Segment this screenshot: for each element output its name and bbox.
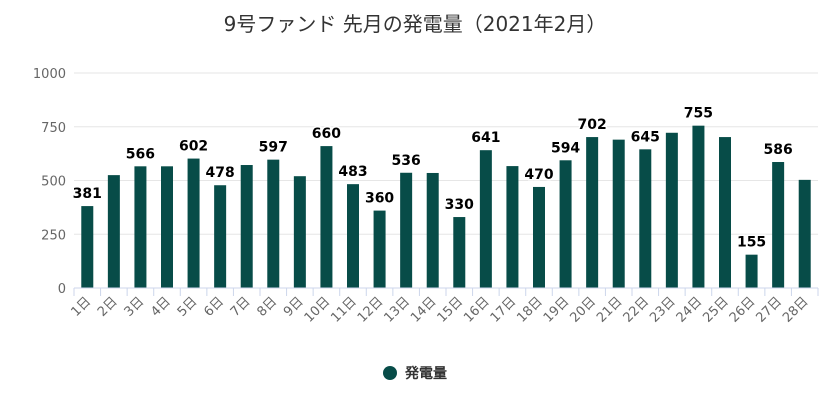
x-tick-label: 26日 — [727, 294, 758, 325]
bar — [240, 165, 253, 288]
data-label: 381 — [73, 186, 102, 202]
x-tick-label: 1日 — [68, 294, 94, 320]
x-tick-label: 4日 — [148, 294, 174, 320]
bar — [81, 206, 94, 288]
x-tick-label: 28日 — [780, 294, 811, 325]
data-label: 478 — [206, 165, 235, 181]
data-label: 536 — [392, 153, 421, 169]
bar — [559, 160, 572, 288]
x-tick-label: 23日 — [647, 294, 678, 325]
bar — [745, 254, 758, 288]
bar — [798, 179, 811, 288]
bar — [719, 137, 731, 288]
x-tick-label: 6日 — [201, 294, 227, 320]
x-tick-label: 5日 — [175, 294, 201, 320]
x-tick-label: 22日 — [621, 294, 652, 325]
data-label: 594 — [551, 140, 580, 156]
chart-title: 9号ファンド 先月の発電量（2021年2月） — [223, 12, 607, 36]
x-tick-label: 11日 — [328, 294, 359, 325]
x-tick-label: 21日 — [594, 294, 625, 325]
x-axis-labels: 1日 2日 3日 4日 5日 6日 7日 8日 9日10日11日12日13日14日15日16日1… — [68, 294, 811, 325]
data-label: 597 — [259, 140, 288, 156]
x-tick-label: 17日 — [488, 294, 519, 325]
bar — [214, 185, 227, 288]
x-tick-label: 2日 — [95, 294, 121, 320]
x-tick-label: 19日 — [541, 294, 572, 325]
bar — [426, 172, 439, 288]
y-tick-label: 500 — [41, 175, 66, 190]
data-label: 660 — [312, 126, 341, 142]
data-label: 586 — [764, 142, 793, 158]
y-axis-labels: 0 250 500 750 1000 — [33, 67, 66, 297]
x-tick-label: 20日 — [567, 294, 598, 325]
data-label: 360 — [365, 191, 394, 207]
data-label: 470 — [524, 167, 553, 183]
bar — [453, 217, 466, 288]
x-tick-label: 10日 — [302, 294, 333, 325]
bar — [134, 166, 147, 288]
x-tick-label: 8日 — [254, 294, 280, 320]
x-tick-label: 12日 — [355, 294, 386, 325]
x-tick-label: 13日 — [381, 294, 412, 325]
bar — [612, 139, 625, 288]
bar — [161, 166, 173, 288]
data-label: 566 — [126, 146, 155, 162]
bars — [81, 125, 811, 288]
bar — [267, 159, 280, 288]
bar — [320, 146, 333, 288]
legend[interactable]: 発電量 — [0, 363, 830, 383]
y-tick-label: 1000 — [33, 67, 66, 82]
data-label: 330 — [445, 197, 474, 213]
data-label: 602 — [179, 139, 208, 155]
bar — [506, 166, 519, 288]
bar — [400, 172, 413, 288]
x-tick-label: 3日 — [122, 294, 148, 320]
data-label: 641 — [471, 130, 500, 146]
data-label: 755 — [684, 106, 713, 122]
bar — [347, 184, 359, 288]
x-tick-label: 27日 — [753, 294, 784, 325]
data-label: 483 — [338, 164, 367, 180]
x-tick-label: 16日 — [461, 294, 492, 325]
bar — [479, 150, 492, 288]
bar — [533, 186, 545, 288]
data-labels: 381 566 602 478 597 660 483 360 536 330 641 470 594 7… — [71, 104, 794, 252]
data-label: 645 — [631, 129, 660, 145]
bar — [665, 132, 678, 288]
legend-swatch-icon — [383, 366, 397, 380]
bar — [107, 175, 120, 288]
x-axis-ticks — [73, 288, 819, 296]
bar — [586, 137, 599, 288]
data-label: 702 — [578, 117, 607, 133]
bar — [373, 210, 386, 288]
bar — [293, 176, 306, 288]
data-label: 155 — [737, 235, 766, 251]
x-tick-label: 7日 — [228, 294, 254, 320]
y-tick-label: 250 — [41, 228, 66, 243]
y-tick-label: 750 — [41, 121, 66, 136]
x-tick-label: 24日 — [674, 294, 705, 325]
x-tick-label: 15日 — [435, 294, 466, 325]
bar — [772, 162, 785, 288]
bar — [187, 158, 200, 288]
bar — [692, 125, 705, 288]
bar — [639, 149, 652, 288]
x-tick-label: 14日 — [408, 294, 439, 325]
legend-label: 発電量 — [405, 366, 447, 382]
x-tick-label: 25日 — [700, 294, 731, 325]
y-tick-label: 0 — [58, 282, 66, 297]
x-tick-label: 18日 — [514, 294, 545, 325]
